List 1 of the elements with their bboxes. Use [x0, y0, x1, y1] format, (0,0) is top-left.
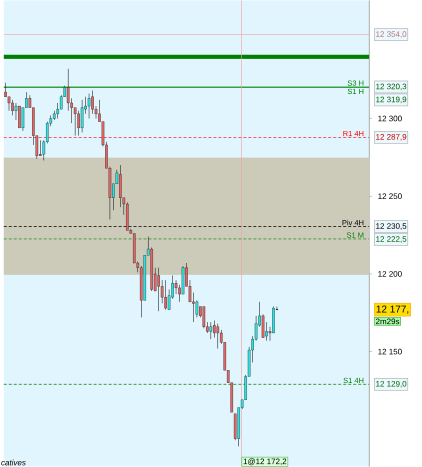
text: 12 177, — [376, 306, 408, 314]
